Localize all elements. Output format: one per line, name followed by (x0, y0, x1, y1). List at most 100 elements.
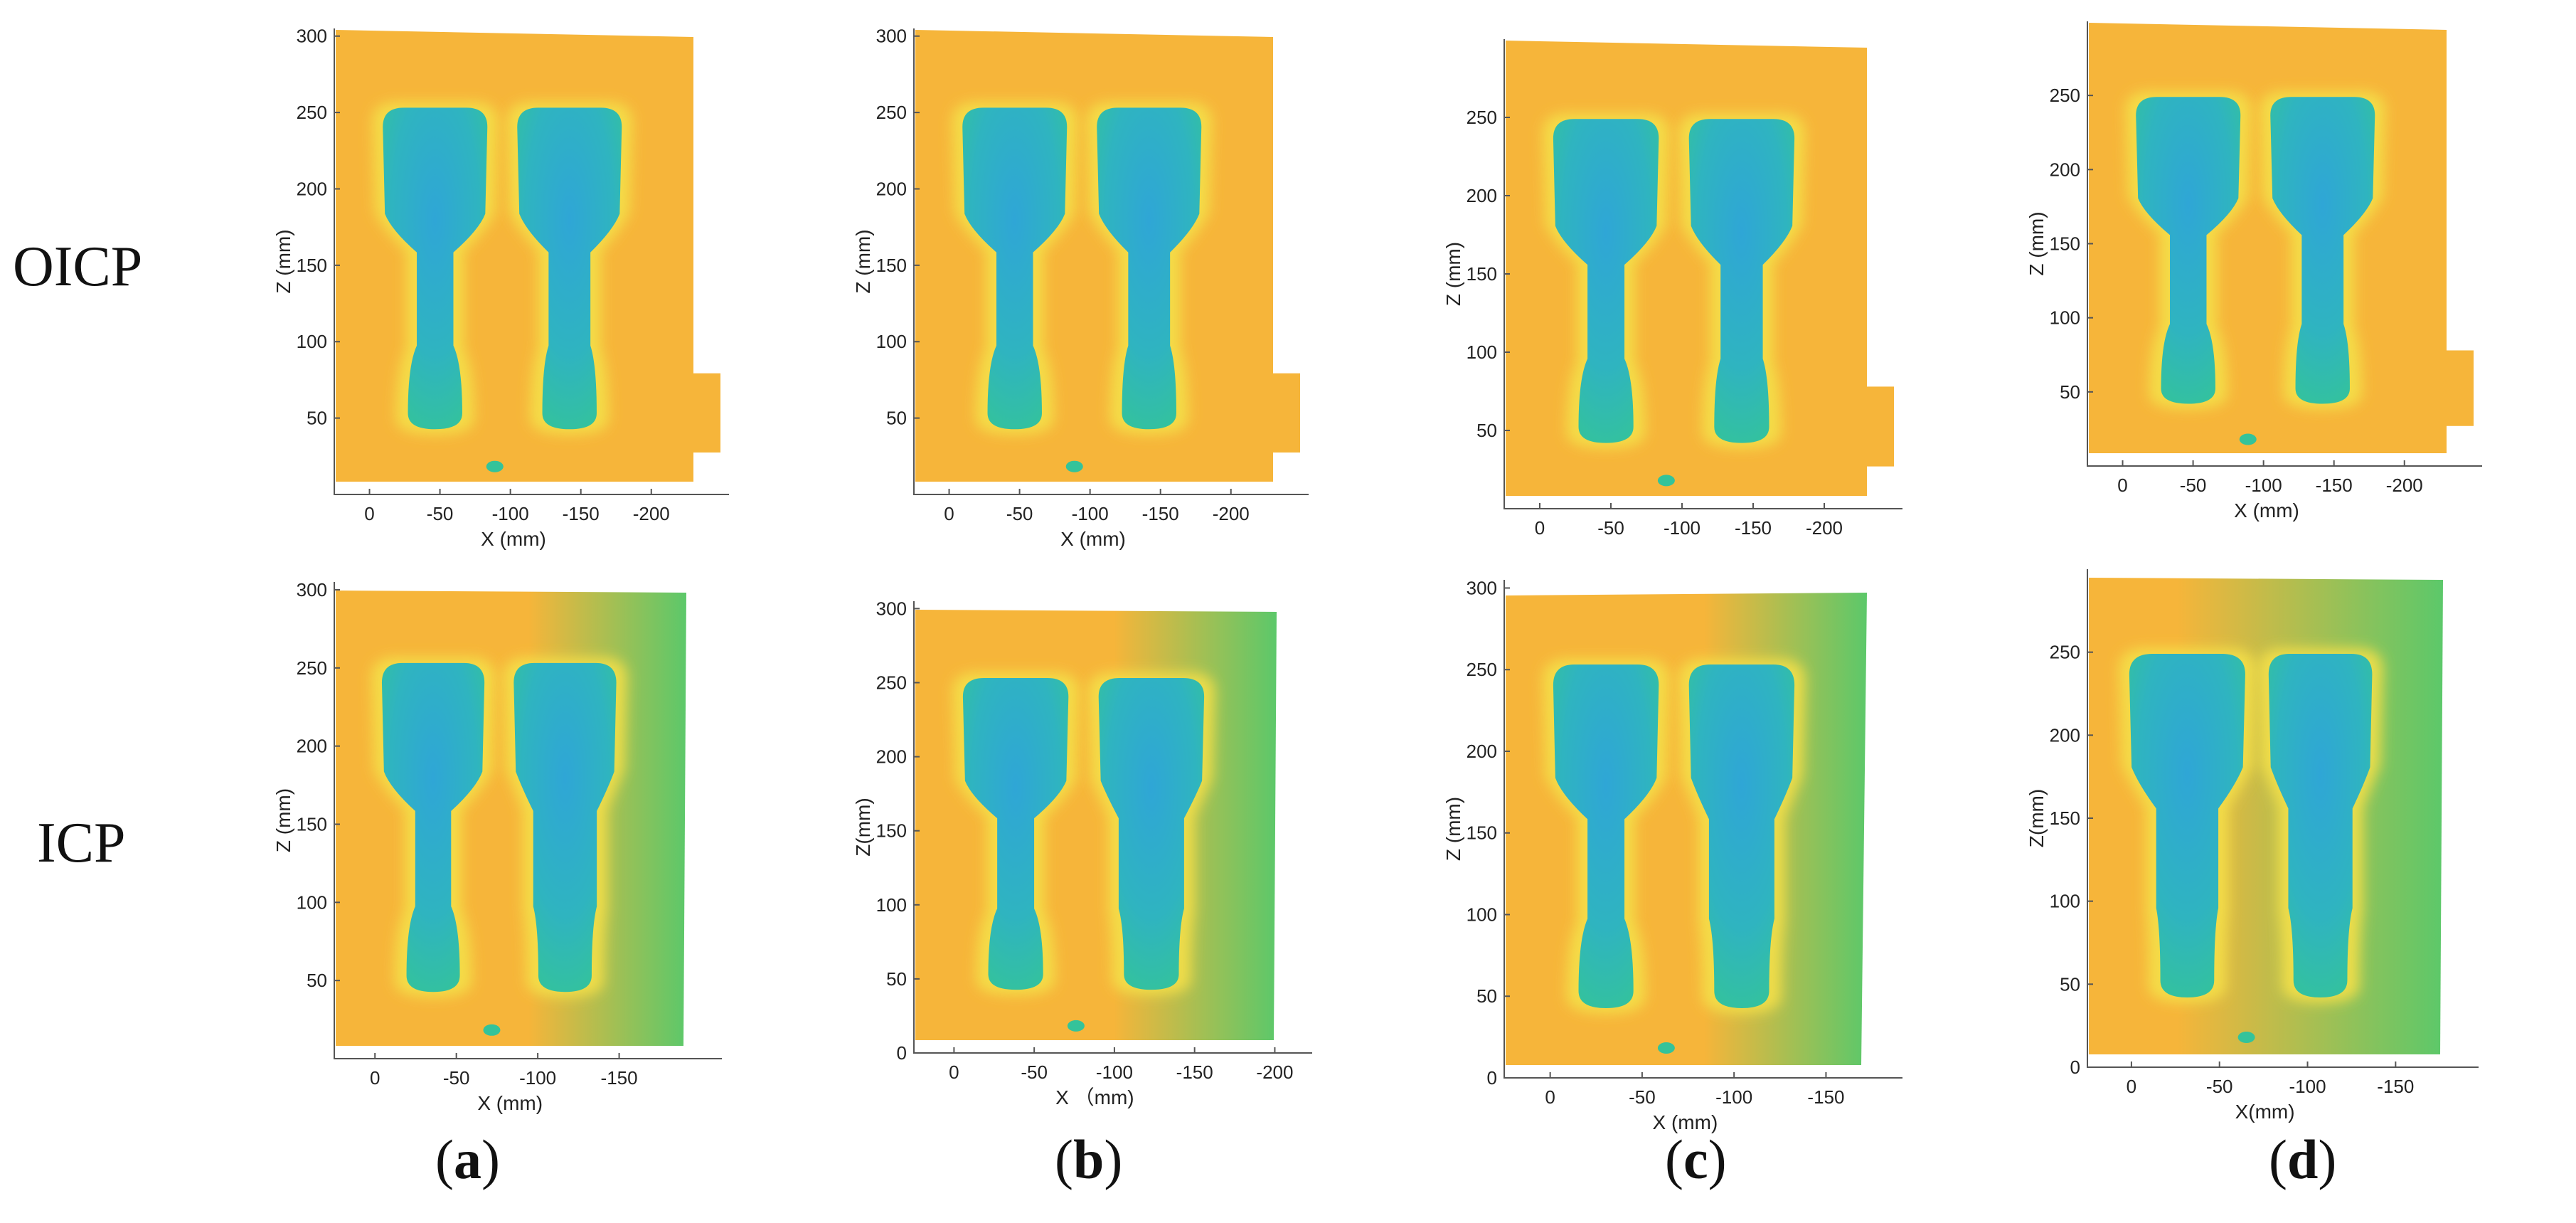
x-tick-label: -150 (1807, 1086, 1844, 1108)
plot-icp-c: 0 50 100 150 200 250 300 0 -50 -100 -150 X (mm) Z (m… (1442, 577, 1902, 1133)
x-tick-label: -50 (1006, 503, 1033, 524)
plot-icp-d: 0 50 100 150 200 250 0 -50 -100 -150 X(mm) Z(mm) (2026, 569, 2479, 1123)
x-tick-label: -100 (1072, 503, 1109, 524)
y-tick-label: 300 (297, 579, 327, 600)
marker-dot (1067, 1020, 1085, 1032)
region-right (1688, 665, 1795, 1008)
y-tick-label: 100 (876, 894, 907, 916)
scan-surface (336, 30, 693, 482)
marker-dot (2237, 1032, 2255, 1043)
region-left (2136, 97, 2241, 404)
y-tick-label: 200 (876, 178, 907, 199)
x-axis-label: X(mm) (2235, 1101, 2295, 1123)
y-tick-label: 150 (297, 813, 327, 835)
scan-surface (2089, 23, 2447, 453)
y-tick-label: 100 (1467, 904, 1497, 925)
x-tick-label: -50 (1629, 1086, 1656, 1108)
x-tick-label: 0 (2127, 1076, 2136, 1097)
y-tick-label: 200 (876, 746, 907, 768)
y-axis-label: Z (mm) (272, 229, 294, 293)
x-tick-label: -150 (1142, 503, 1179, 524)
y-tick-label: 250 (876, 672, 907, 694)
axis-lines (913, 28, 1309, 495)
y-tick-label: 50 (2060, 973, 2080, 995)
row-label-oicp: OICP (13, 235, 143, 298)
y-tick-label: 200 (1467, 741, 1497, 762)
x-tick-label: -100 (2245, 475, 2282, 496)
y-tick-label: 200 (297, 736, 327, 757)
y-tick-label: 0 (2070, 1057, 2080, 1078)
y-tick-label: 150 (876, 820, 907, 842)
y-tick-label: 150 (297, 255, 327, 276)
y-axis-label: Z (mm) (2026, 211, 2048, 275)
y-axis-label: Z(mm) (852, 798, 874, 856)
y-tick-label: 250 (2050, 642, 2080, 663)
y-tick-label: 150 (1467, 263, 1497, 285)
marker-dot (486, 460, 504, 472)
y-tick-label: 50 (307, 408, 327, 429)
plot-oicp-d: 50 100 150 200 250 0 -50 -100 -150 -200 X (mm) Z (m… (2026, 21, 2482, 522)
region-right (2268, 654, 2373, 997)
x-tick-label: -200 (1256, 1061, 1293, 1083)
x-tick-label: -200 (1806, 517, 1843, 539)
x-tick-label: -200 (633, 503, 670, 524)
y-tick-label: 250 (297, 657, 327, 679)
y-tick-label: 0 (1487, 1067, 1497, 1089)
y-axis-label: Z (mm) (1442, 242, 1464, 306)
x-tick-label: -100 (1715, 1086, 1752, 1108)
y-tick-label: 100 (2050, 891, 2080, 912)
x-tick-label: 0 (944, 503, 954, 524)
region-left (962, 107, 1068, 430)
region-right (1098, 677, 1205, 990)
plot-oicp-a: 50 100 150 200 250 300 0 -50 -100 -150 -200 X (mm) Z… (272, 26, 729, 550)
panel-label-a: (a) (435, 1128, 500, 1190)
x-axis-label: X (mm) (1653, 1111, 1718, 1133)
y-axis-label: Z (mm) (1442, 797, 1464, 861)
y-tick-label: 0 (897, 1042, 907, 1064)
plot-oicp-b: 50 100 150 200 250 300 0 -50 -100 -150 -200 X (mm) Z… (852, 26, 1309, 550)
region-left (1553, 119, 1659, 443)
x-tick-label: 0 (949, 1061, 959, 1083)
x-tick-label: -50 (2206, 1076, 2233, 1097)
y-tick-label: 50 (2060, 381, 2080, 403)
y-tick-label: 200 (297, 178, 327, 199)
y-tick-label: 50 (307, 970, 327, 991)
y-tick-label: 50 (886, 408, 907, 429)
y-tick-label: 200 (1467, 185, 1497, 206)
x-axis-label: X (mm) (477, 1092, 543, 1114)
y-tick-label: 300 (876, 26, 907, 47)
x-tick-label: -100 (519, 1067, 556, 1089)
marker-dot (1657, 1042, 1675, 1054)
x-axis-label: X (mm) (1060, 528, 1126, 550)
row-label-icp: ICP (37, 812, 126, 874)
y-tick-label: 100 (1467, 342, 1497, 363)
scan-side-tab (2444, 350, 2474, 426)
y-tick-label: 100 (297, 331, 327, 352)
x-axis-label: X (mm) (481, 528, 546, 550)
marker-dot (1657, 475, 1675, 487)
y-tick-label: 100 (876, 331, 907, 352)
y-tick-label: 250 (1467, 107, 1497, 128)
axis-lines (334, 28, 729, 495)
x-tick-label: -50 (1021, 1061, 1048, 1083)
y-tick-label: 50 (1476, 985, 1497, 1007)
x-tick-label: -150 (2377, 1076, 2414, 1097)
y-tick-label: 250 (2050, 85, 2080, 106)
region-left (962, 677, 1069, 990)
region-right (2270, 97, 2375, 404)
plot-icp-b: 0 50 100 150 200 250 300 0 -50 -100 -150 -200 X （mm)… (852, 598, 1312, 1108)
marker-dot (2239, 433, 2257, 445)
scan-surface (915, 30, 1273, 482)
x-tick-label: 0 (1545, 1086, 1555, 1108)
y-tick-label: 50 (1476, 420, 1497, 441)
y-tick-label: 300 (1467, 577, 1497, 598)
y-tick-label: 100 (297, 891, 327, 913)
axis-lines (334, 582, 722, 1059)
region-left (1553, 665, 1659, 1008)
region-right (517, 107, 622, 430)
x-tick-label: 0 (2117, 475, 2127, 496)
x-tick-label: -100 (492, 503, 529, 524)
x-tick-label: -50 (2180, 475, 2207, 496)
x-tick-label: 0 (1535, 517, 1545, 539)
region-left (383, 107, 488, 430)
